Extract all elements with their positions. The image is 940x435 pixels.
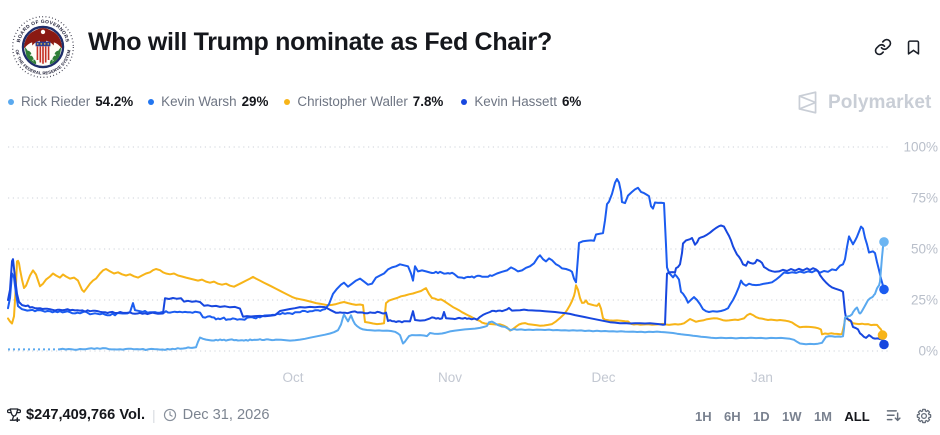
svg-text:Oct: Oct [282,370,303,385]
svg-text:75%: 75% [911,191,938,206]
svg-text:0%: 0% [918,344,938,359]
svg-text:Nov: Nov [438,370,462,385]
svg-text:50%: 50% [911,242,938,257]
svg-text:Jan: Jan [751,370,773,385]
svg-text:25%: 25% [911,293,938,308]
svg-text:Dec: Dec [591,370,615,385]
svg-text:100%: 100% [903,140,938,155]
